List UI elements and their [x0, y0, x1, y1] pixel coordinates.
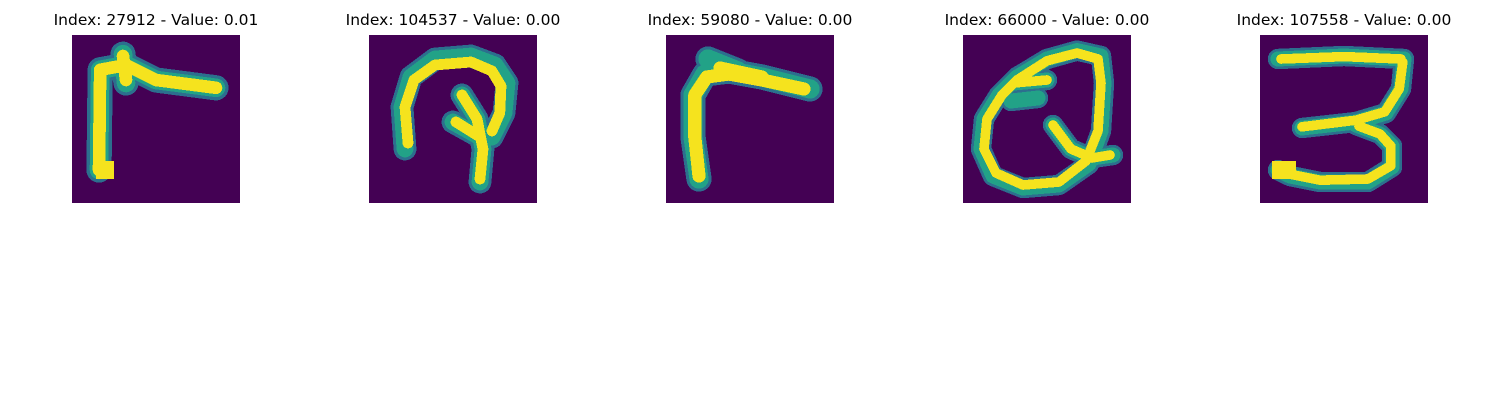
digit-image-4 [963, 35, 1131, 203]
panel-title-2: Index: 104537 - Value: 0.00 [345, 11, 561, 29]
digit-image-5 [1260, 35, 1428, 203]
digit-image-3 [666, 35, 834, 203]
panel-title-4: Index: 66000 - Value: 0.00 [944, 11, 1150, 29]
panel-title-3: Index: 59080 - Value: 0.00 [647, 11, 853, 29]
digit-image-2 [369, 35, 537, 203]
panel-title-1: Index: 27912 - Value: 0.01 [53, 11, 259, 29]
digit-image-1 [72, 35, 240, 203]
panel-title-5: Index: 107558 - Value: 0.00 [1236, 11, 1452, 29]
